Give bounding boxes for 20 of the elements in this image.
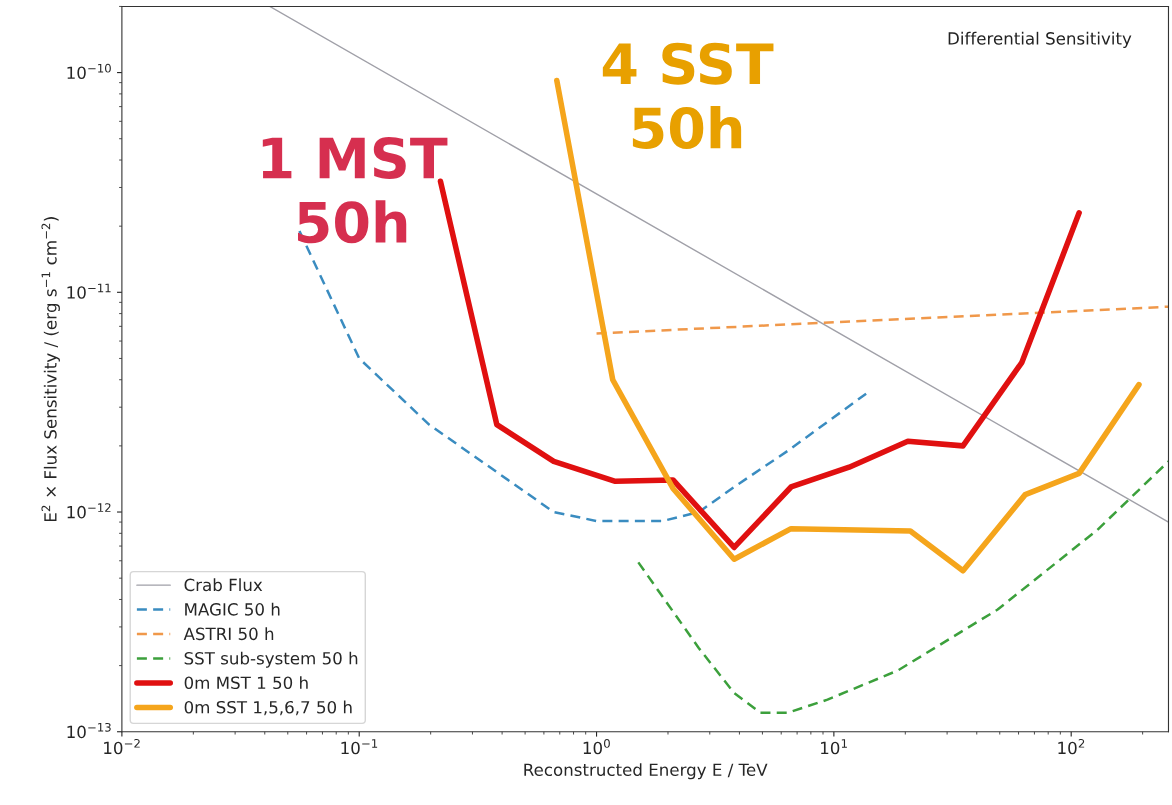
annotation: 4 SST 50h	[602, 42, 774, 150]
x-tick-label: 10$^{0}$	[583, 738, 610, 755]
legend-label: MAGIC 50 h	[185, 602, 280, 616]
y-tick-label: 10$^{−11}$	[67, 283, 111, 299]
legend-label: Crab Flux	[184, 578, 263, 592]
annotation: Differential Sensitivity	[948, 31, 1132, 48]
legend-label: 0m SST 1,5,6,7 50 h	[184, 700, 352, 716]
legend-label: 0m MST 1 50 h	[184, 676, 308, 690]
annotation: 1 MST 50h	[262, 136, 448, 244]
y-axis-title: E$^{2}$ × Flux Sensitivity / (erg s$^{−1}$ cm$^{−2}$)	[41, 217, 60, 522]
legend-label: ASTRI 50 h	[183, 627, 274, 641]
legend-label: SST sub-system 50 h	[184, 651, 358, 668]
x-tick-label: 10$^{−2}$	[104, 738, 140, 755]
x-tick-label: 10$^{2}$	[1058, 738, 1085, 755]
x-tick-label: 10$^{−1}$	[341, 739, 378, 755]
x-tick-label: 10$^{1}$	[821, 739, 847, 755]
y-tick-label: 10$^{−10}$	[67, 63, 111, 80]
y-tick-label: 10$^{−12}$	[67, 503, 111, 519]
x-axis-title: Reconstructed Energy E / TeV	[524, 763, 768, 780]
y-tick-label: 10$^{−13}$	[67, 722, 111, 739]
